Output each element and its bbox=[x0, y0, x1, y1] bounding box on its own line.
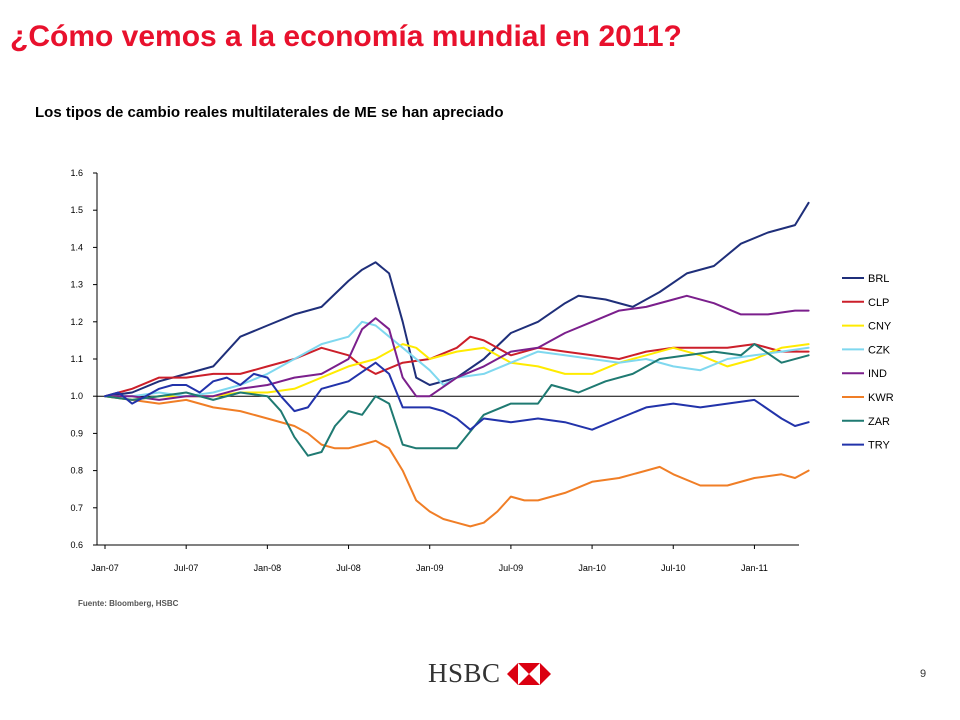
y-tick-label: 1.2 bbox=[70, 317, 83, 327]
legend-label: IND bbox=[868, 368, 887, 380]
x-tick-label: Jan-11 bbox=[741, 563, 768, 573]
y-tick-label: 0.9 bbox=[70, 428, 83, 438]
hsbc-logo: HSBC bbox=[428, 658, 551, 689]
legend-label: CLP bbox=[868, 297, 889, 309]
page-number: 9 bbox=[920, 668, 927, 680]
series-line-cny bbox=[104, 343, 810, 401]
chart-subtitle: Los tipos de cambio reales multilaterale… bbox=[35, 104, 504, 121]
y-tick-label: 1.3 bbox=[70, 280, 83, 290]
series-line-try bbox=[104, 361, 810, 431]
legend-label: CNY bbox=[868, 321, 892, 333]
x-tick-label: Jul-10 bbox=[661, 563, 686, 573]
hexagon-icon bbox=[506, 662, 551, 685]
x-tick-label: Jan-09 bbox=[416, 563, 444, 573]
legend-label: ZAR bbox=[868, 416, 890, 428]
series-line-brl bbox=[104, 201, 810, 398]
y-tick-label: 1.6 bbox=[70, 168, 83, 178]
y-tick-label: 1.5 bbox=[70, 205, 83, 215]
y-tick-label: 1.0 bbox=[70, 391, 83, 401]
x-tick-label: Jul-09 bbox=[499, 563, 524, 573]
x-tick-label: Jul-08 bbox=[336, 563, 361, 573]
series-line-ind bbox=[104, 294, 810, 401]
y-tick-label: 0.8 bbox=[70, 466, 83, 476]
y-tick-label: 0.7 bbox=[70, 503, 83, 513]
legend-label: KWR bbox=[868, 392, 894, 404]
y-tick-label: 1.1 bbox=[70, 354, 83, 364]
y-tick-label: 0.6 bbox=[70, 540, 83, 550]
series-line-kwr bbox=[104, 395, 810, 528]
source-note: Fuente: Bloomberg, HSBC bbox=[78, 599, 179, 608]
slide-title: ¿Cómo vemos a la economía mundial en 201… bbox=[10, 20, 682, 53]
legend-label: BRL bbox=[868, 273, 889, 285]
x-tick-label: Jul-07 bbox=[174, 563, 199, 573]
y-tick-label: 1.4 bbox=[70, 242, 83, 252]
legend-label: TRY bbox=[868, 440, 890, 452]
legend-label: CZK bbox=[868, 344, 891, 356]
series-line-clp bbox=[104, 335, 810, 398]
series-line-zar bbox=[104, 343, 810, 457]
x-tick-label: Jan-07 bbox=[91, 563, 119, 573]
logo-text: HSBC bbox=[428, 658, 501, 688]
x-tick-label: Jan-08 bbox=[254, 563, 282, 573]
x-tick-label: Jan-10 bbox=[578, 563, 606, 573]
series-line-czk bbox=[104, 320, 810, 398]
